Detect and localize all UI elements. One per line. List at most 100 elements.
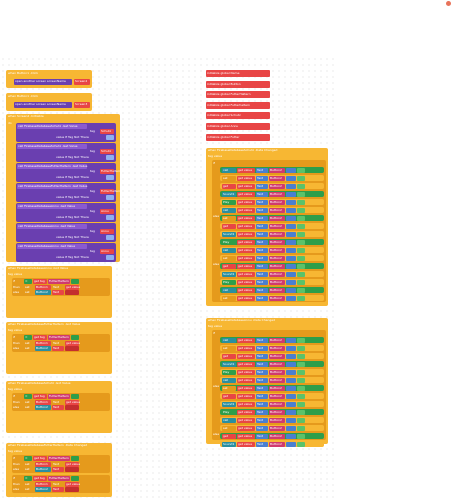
event-block[interactable]: when FirebaseDatabaseSchutz .Got Value ta… [6, 381, 112, 433]
block-get[interactable]: get value [237, 287, 255, 293]
block-prop[interactable]: Text [256, 441, 268, 447]
block-component[interactable]: Button2 [269, 279, 285, 285]
block-math[interactable] [286, 247, 296, 253]
block-get[interactable]: get value [237, 441, 255, 447]
block-get[interactable]: get value [237, 345, 255, 351]
block-check[interactable] [297, 207, 305, 213]
block-verb[interactable]: call [222, 207, 236, 213]
block-component[interactable]: Button2 [269, 417, 285, 423]
block-get-value[interactable]: get value [65, 285, 80, 290]
block-get[interactable]: get value [237, 361, 255, 367]
event-block[interactable]: when Button1 .Click open another screen s… [6, 93, 92, 111]
statement-row[interactable]: call get value Text Button2 [220, 377, 324, 383]
block-prop[interactable]: Text [256, 401, 268, 407]
block-verb[interactable]: get [222, 393, 236, 399]
call-procedure-block[interactable]: call FirebaseDatabaseAnnu .Get Value tag A… [16, 243, 116, 262]
block-logic[interactable] [71, 476, 79, 481]
block-verb[interactable]: Play [222, 199, 236, 205]
global-variable-block[interactable]: initialize global Futter" " [206, 133, 270, 141]
block-component[interactable]: Button2 [269, 345, 285, 351]
block-verb[interactable]: call [222, 167, 236, 173]
open-screen-block[interactable]: open another screen screenName [14, 102, 72, 108]
block-value[interactable] [65, 346, 79, 351]
block-prop[interactable]: Text [52, 290, 64, 295]
call-procedure-block[interactable]: call FirebaseDatabaseFutterHaltern .Get … [16, 183, 121, 202]
block-logic[interactable] [71, 335, 79, 340]
statement-row[interactable]: get get value Text Button2 [220, 263, 324, 269]
block-prop[interactable]: Text [52, 400, 64, 405]
block-math[interactable] [286, 401, 296, 407]
statement-row[interactable]: get get value Text Button2 [220, 393, 324, 399]
block-check[interactable] [297, 425, 305, 431]
block-check[interactable] [297, 231, 305, 237]
statement-row[interactable]: Sound1 get value Text Button2 [220, 361, 324, 367]
block-component[interactable]: Button2 [269, 191, 285, 197]
block-prop[interactable]: Text [256, 255, 268, 261]
global-variable-block[interactable]: initialize global FutterHaltern" " [206, 91, 270, 99]
tag-text[interactable]: Schutz [100, 129, 114, 134]
block-check[interactable] [297, 287, 305, 293]
block-get[interactable]: get value [237, 337, 255, 343]
block-component[interactable]: Button2 [35, 467, 51, 472]
block-component[interactable]: Button1 [35, 462, 51, 467]
block-get[interactable]: get value [237, 223, 255, 229]
statement-row[interactable]: set get value Text Button2 [220, 345, 324, 351]
block-component[interactable]: Button2 [269, 425, 285, 431]
if-block[interactable]: if = get tag FutterHaltern then set Button1 Tex… [12, 475, 110, 493]
block-prop[interactable]: Text [256, 279, 268, 285]
block-prop[interactable]: Text [256, 417, 268, 423]
block-get-value[interactable]: get value [65, 462, 80, 467]
block-verb[interactable]: Sound1 [222, 441, 236, 447]
block-verb[interactable]: get [222, 223, 236, 229]
block-get[interactable]: get value [237, 433, 255, 439]
block-check[interactable] [297, 263, 305, 269]
block-prop[interactable]: Text [256, 433, 268, 439]
global-variable-block[interactable]: initialize global Name" " [206, 70, 270, 77]
event-block[interactable]: when FirebaseDatabaseAnnu .Got Value tag … [6, 266, 112, 318]
block-get[interactable]: get value [237, 417, 255, 423]
block-verb[interactable]: Sound1 [222, 231, 236, 237]
statement-row[interactable]: set get value Text Button2 [220, 255, 324, 261]
block-prop[interactable]: Text [256, 295, 268, 301]
block-check[interactable] [297, 279, 305, 285]
block-verb[interactable]: call [222, 337, 236, 343]
block-math[interactable] [286, 441, 296, 447]
block-prop[interactable]: Text [256, 361, 268, 367]
block-get[interactable]: get value [237, 409, 255, 415]
block-math[interactable] [286, 425, 296, 431]
block-prop[interactable]: Text [256, 425, 268, 431]
block-component[interactable]: Button2 [269, 255, 285, 261]
block-verb[interactable]: Play [222, 409, 236, 415]
block-prop[interactable]: Text [256, 191, 268, 197]
call-label[interactable]: call FirebaseDatabaseSchutz .Get Value [17, 124, 87, 129]
block-math[interactable] [286, 175, 296, 181]
block-prop[interactable]: Text [52, 405, 64, 410]
global-variable-block[interactable]: initialize global Futterhaltern" " [206, 101, 270, 109]
block-prop[interactable]: Text [256, 167, 268, 173]
global-variable-block[interactable]: initialize global Annu" " [206, 123, 270, 130]
call-label[interactable]: call FirebaseDatabaseAnnu .Get Value [17, 244, 87, 249]
block-verb[interactable]: set [222, 295, 236, 301]
block-get[interactable]: get value [237, 175, 255, 181]
statement-row[interactable]: call get value Text Button2 [220, 337, 324, 343]
block-math[interactable] [286, 191, 296, 197]
screen-name-text[interactable]: Screen3 [74, 102, 90, 108]
block-math[interactable] [286, 279, 296, 285]
block-get[interactable]: get value [237, 231, 255, 237]
if-block[interactable]: if = get tag FutterHaltern then set Button1 Tex… [12, 278, 110, 296]
block-check[interactable] [297, 441, 305, 447]
statement-row[interactable]: Sound1 get value Text Button2 [220, 271, 324, 277]
if-block[interactable]: if = get tag FutterHaltern then set Button1 Tex… [12, 455, 110, 473]
event-block[interactable]: when Button1 .Click open another screen s… [6, 70, 92, 88]
block-component[interactable]: Button2 [269, 385, 285, 391]
empty-text[interactable] [106, 155, 114, 160]
block-check[interactable] [297, 417, 305, 423]
block-math[interactable] [286, 393, 296, 399]
statement-row[interactable]: set get value Text Button2 [220, 295, 324, 301]
block-component[interactable]: Button2 [269, 271, 285, 277]
block-math[interactable] [286, 183, 296, 189]
block-component[interactable]: Button2 [269, 401, 285, 407]
statement-row[interactable]: call get value Text Button2 [220, 207, 324, 213]
block-get[interactable]: get value [237, 207, 255, 213]
block-component[interactable]: Button2 [35, 346, 51, 351]
